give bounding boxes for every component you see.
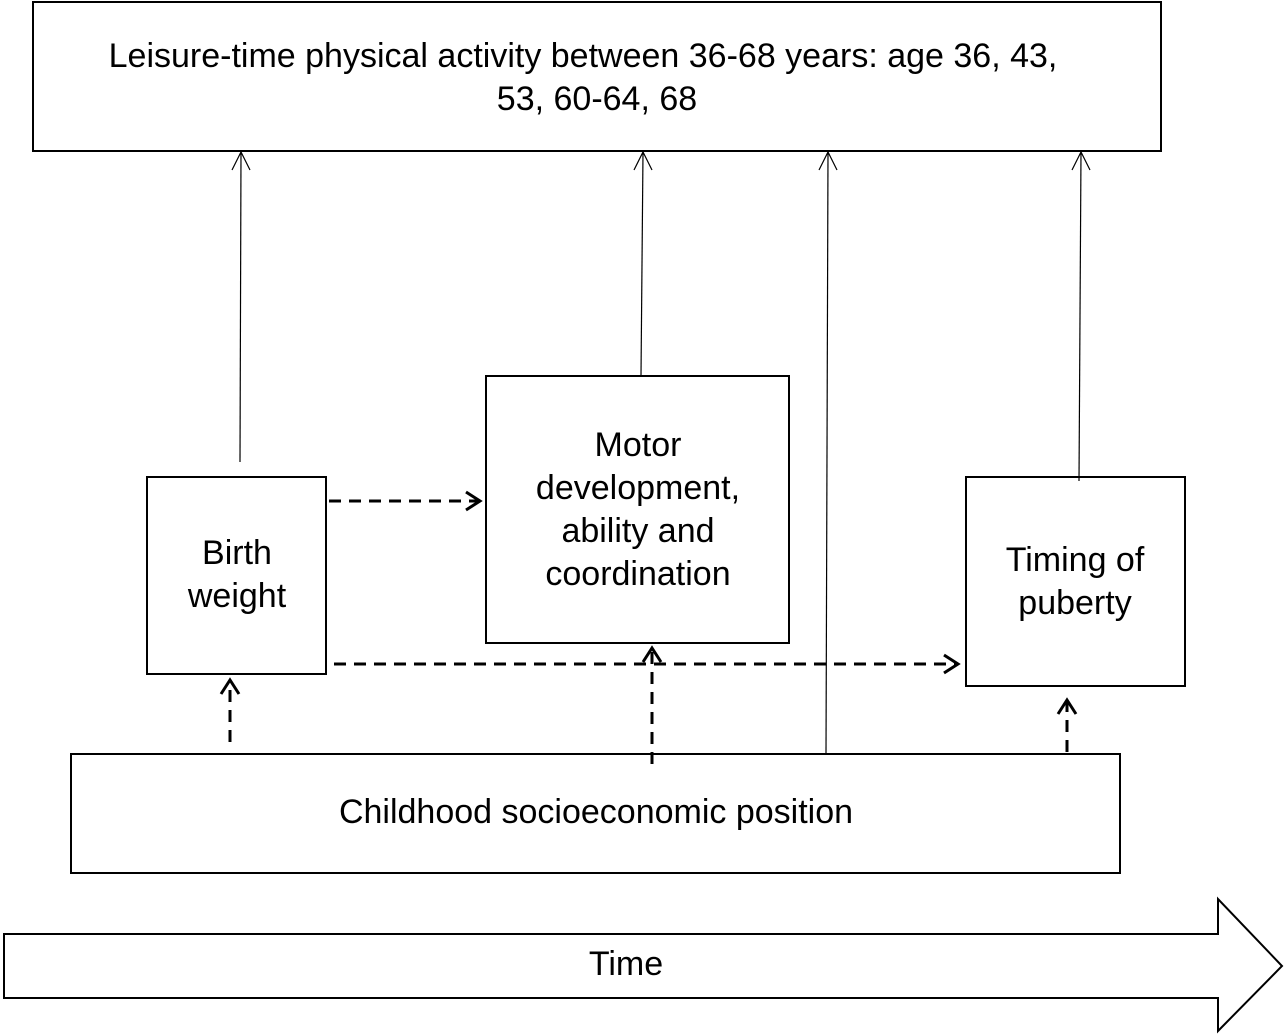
time-arrow (3, 896, 1284, 1034)
birth-weight-label: weight (187, 577, 287, 615)
sep-box (70, 753, 1121, 874)
sep-label: Childhood socioeconomic position (339, 793, 853, 831)
motor-box (485, 375, 790, 644)
puberty-label: Timing of (1006, 541, 1145, 579)
motor-label: ability and (561, 512, 714, 550)
motor-label: Motor (595, 426, 682, 464)
puberty-label: puberty (1018, 584, 1131, 622)
puberty-box (965, 476, 1186, 687)
outcome-label: 53, 60-64, 68 (497, 80, 697, 118)
outcome-label: Leisure-time physical activity between 3… (109, 37, 1058, 75)
outcome-box (32, 1, 1162, 152)
time-label: Time (589, 945, 663, 983)
birth-weight-label: Birth (202, 534, 272, 572)
dashed-arrows (219, 490, 1078, 764)
motor-label: development, (536, 469, 740, 507)
motor-label: coordination (545, 555, 730, 593)
solid-arrows (231, 150, 1091, 755)
birth-weight-box (146, 476, 327, 675)
